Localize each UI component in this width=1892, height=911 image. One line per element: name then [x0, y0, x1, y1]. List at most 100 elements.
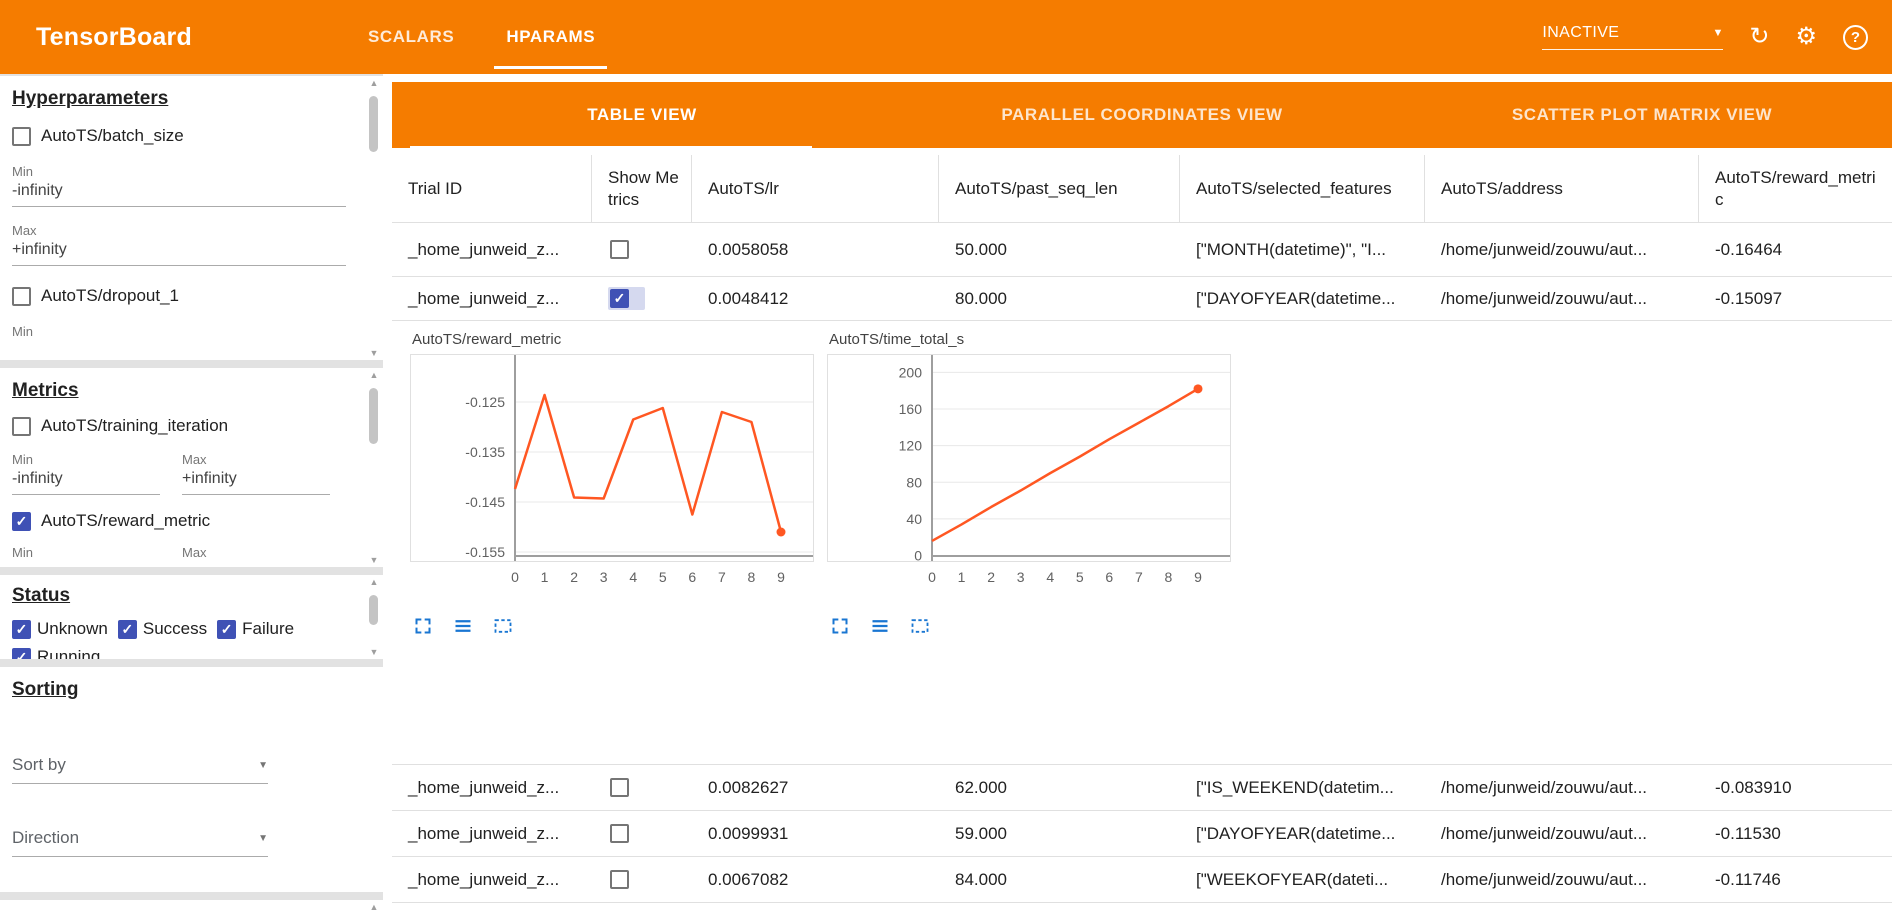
chart-toolbar	[829, 615, 1237, 637]
scroll-down-icon[interactable]: ▼	[369, 647, 379, 657]
tab-hparams[interactable]: HPARAMS	[480, 0, 621, 74]
scrollbar: ▲ ▼	[367, 370, 381, 565]
metrics-title: Metrics	[12, 380, 79, 401]
help-icon[interactable]: ?	[1843, 24, 1868, 50]
max-label: Max	[182, 545, 207, 560]
show-metrics-checkbox[interactable]	[610, 824, 629, 843]
status-option-unknown: Unknown	[12, 615, 108, 643]
tab-scatter-plot-matrix-view[interactable]: SCATTER PLOT MATRIX VIEW	[1392, 82, 1892, 148]
status-options: Unknown Success Failure Running	[12, 615, 363, 659]
hparam-dropout-row: AutoTS/dropout_1	[12, 282, 363, 310]
sort-by-select[interactable]: Sort by ▼	[12, 755, 268, 784]
scroll-up-icon[interactable]: ▲	[369, 78, 379, 88]
status-failure-checkbox[interactable]	[217, 619, 237, 639]
show-metrics-checkbox[interactable]	[610, 240, 629, 259]
chevron-down-icon: ▼	[258, 759, 268, 771]
metric-training-iteration-checkbox[interactable]	[12, 416, 31, 436]
direction-value: Direction	[12, 828, 80, 847]
col-header-show-metrics: Show Metrics	[592, 155, 692, 222]
col-header-reward-metric: AutoTS/reward_metric	[1715, 167, 1876, 209]
show-metrics-checkbox[interactable]	[610, 289, 629, 308]
status-option-failure: Failure	[217, 615, 294, 643]
max-input[interactable]: +infinity	[12, 238, 346, 266]
scroll-down-icon[interactable]: ▼	[369, 348, 379, 358]
show-metrics-checkbox[interactable]	[610, 778, 629, 797]
table-row: _home_junweid_z... 0.0067082 84.000 ["WE…	[392, 857, 1892, 903]
col-header-selected-features: AutoTS/selected_features	[1180, 155, 1425, 222]
chart-title: AutoTS/time_total_s	[829, 331, 965, 348]
svg-text:6: 6	[1105, 569, 1113, 585]
past-seq-len-cell: 80.000	[955, 288, 1007, 308]
fullscreen-icon[interactable]	[412, 615, 434, 637]
scroll-up-icon[interactable]: ▲	[369, 902, 379, 911]
settings-gear-icon[interactable]: ⚙	[1795, 23, 1817, 50]
sorting-panel: Sorting Sort by ▼ Direction ▼	[0, 667, 383, 892]
run-status-select[interactable]: INACTIVE ▼	[1542, 24, 1724, 50]
status-unknown-checkbox[interactable]	[12, 619, 31, 639]
reward-metric-cell: -0.11530	[1715, 823, 1781, 843]
scroll-up-icon[interactable]: ▲	[369, 577, 379, 587]
reward-metric-cell: -0.11746	[1715, 869, 1781, 889]
col-header-lr: AutoTS/lr	[692, 155, 939, 222]
refresh-icon[interactable]: ↻	[1749, 23, 1770, 50]
time-total-line-chart[interactable]: 200 160 120 80 40 0 0 1 2 3 4 5 6 7 8 9	[827, 354, 1237, 597]
min-input[interactable]: -infinity	[12, 467, 160, 495]
table-header-row: Trial ID Show Metrics AutoTS/lr AutoTS/p…	[392, 155, 1892, 223]
scrollbar-thumb[interactable]	[369, 96, 378, 152]
scroll-up-icon[interactable]: ▲	[369, 370, 379, 380]
chart-toolbar	[412, 615, 820, 637]
view-tabs: TABLE VIEW PARALLEL COORDINATES VIEW SCA…	[392, 82, 1892, 148]
svg-text:200: 200	[899, 364, 923, 380]
svg-text:5: 5	[659, 569, 667, 585]
svg-text:120: 120	[899, 438, 923, 454]
tab-parallel-coordinates-view[interactable]: PARALLEL COORDINATES VIEW	[892, 82, 1392, 148]
svg-text:4: 4	[1046, 569, 1054, 585]
address-cell: /home/junweid/zouwu/aut...	[1441, 777, 1648, 797]
address-cell: /home/junweid/zouwu/aut...	[1441, 823, 1648, 843]
scroll-down-icon[interactable]: ▼	[369, 555, 379, 565]
status-running-checkbox[interactable]	[12, 647, 31, 659]
tab-scatter-plot-matrix-label: SCATTER PLOT MATRIX VIEW	[1511, 105, 1773, 124]
metrics-panel: Metrics AutoTS/training_iteration Min -i…	[0, 368, 383, 567]
tab-table-view[interactable]: TABLE VIEW	[392, 82, 892, 148]
lr-cell: 0.0099931	[708, 823, 789, 843]
scrollbar: ▲	[367, 902, 381, 911]
hparam-batch-size-row: AutoTS/batch_size	[12, 122, 363, 150]
metric-training-iteration-row: AutoTS/training_iteration	[12, 412, 363, 440]
hparam-batch-size-checkbox[interactable]	[12, 126, 31, 146]
scrollbar-thumb[interactable]	[369, 595, 378, 625]
max-label: Max	[182, 452, 207, 467]
scrollbar-thumb[interactable]	[369, 388, 378, 444]
svg-text:5: 5	[1076, 569, 1084, 585]
direction-select[interactable]: Direction ▼	[12, 828, 268, 857]
svg-text:6: 6	[688, 569, 696, 585]
svg-text:0: 0	[928, 569, 936, 585]
min-input[interactable]: -infinity	[12, 179, 346, 207]
svg-text:9: 9	[777, 569, 785, 585]
status-title: Status	[12, 585, 71, 606]
past-seq-len-cell: 62.000	[955, 777, 1007, 797]
selected-features-cell: ["MONTH(datetime)", "I...	[1196, 239, 1387, 259]
reward-metric-line-chart[interactable]: -0.125 -0.135 -0.145 -0.155 0 1 2 3 4 5 6 7 8 9	[410, 354, 820, 597]
hparam-dropout-checkbox[interactable]	[12, 286, 31, 306]
show-metrics-checkbox[interactable]	[610, 870, 629, 889]
trial-id-cell: _home_junweid_z...	[408, 869, 560, 889]
fullscreen-icon[interactable]	[829, 615, 851, 637]
selected-features-cell: ["IS_WEEKEND(datetim...	[1196, 777, 1394, 797]
marquee-zoom-icon[interactable]	[492, 615, 514, 637]
list-icon[interactable]	[869, 615, 891, 637]
marquee-zoom-icon[interactable]	[909, 615, 931, 637]
status-success-checkbox[interactable]	[117, 619, 137, 639]
tab-table-view-label: TABLE VIEW	[587, 105, 697, 124]
max-label: Max	[12, 223, 37, 238]
trial-id-cell: _home_junweid_z...	[408, 823, 560, 843]
svg-text:8: 8	[1165, 569, 1173, 585]
tab-scalars[interactable]: SCALARS	[342, 0, 480, 74]
metric-reward-checkbox[interactable]	[12, 511, 31, 531]
chevron-down-icon: ▼	[258, 832, 268, 844]
scrollbar: ▲ ▼	[367, 577, 381, 657]
trial-id-cell: _home_junweid_z...	[408, 777, 560, 797]
past-seq-len-cell: 50.000	[955, 239, 1007, 259]
list-icon[interactable]	[452, 615, 474, 637]
max-input[interactable]: +infinity	[182, 467, 330, 495]
